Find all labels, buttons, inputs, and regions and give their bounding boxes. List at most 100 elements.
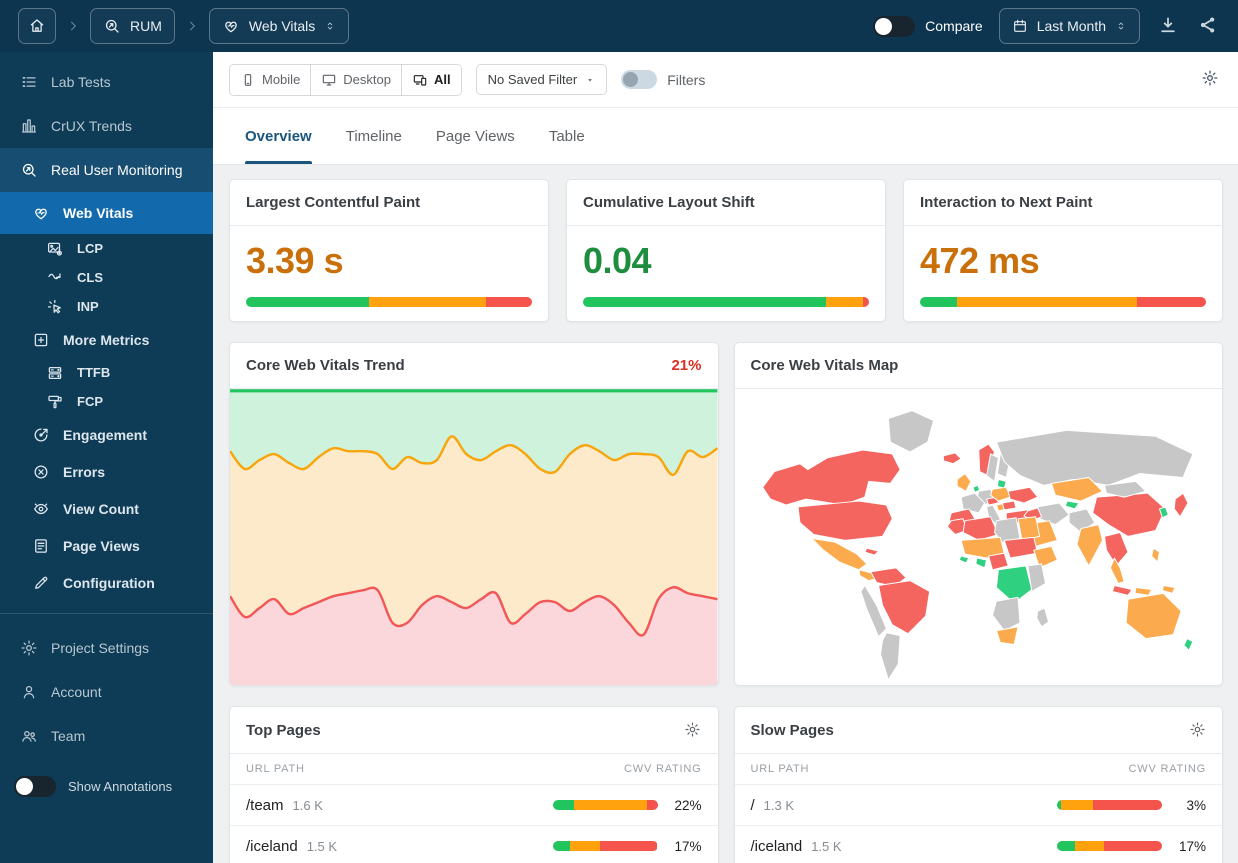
device-filter-all[interactable]: All [402, 64, 461, 95]
saved-filter-dropdown[interactable]: No Saved Filter [475, 64, 608, 95]
map-region-ukraine[interactable] [1007, 486, 1038, 504]
sidebar-item-errors[interactable]: Errors [0, 453, 213, 490]
map-region-nigeria[interactable] [987, 552, 1009, 571]
sidebar-item-web-vitals[interactable]: Web Vitals [0, 192, 213, 234]
sidebar-item-lcp[interactable]: LCP [0, 234, 213, 263]
map-region-sweden[interactable] [985, 453, 999, 482]
map-region-chad-sudan[interactable] [1003, 536, 1038, 559]
map-region-france[interactable] [960, 492, 985, 514]
map-region-greenland[interactable] [887, 410, 934, 453]
map-region-senegal[interactable] [958, 555, 969, 564]
map-region-argentina[interactable] [879, 632, 901, 681]
column-url-path: URL PATH [246, 763, 305, 775]
cwv-distribution-bar [583, 297, 869, 307]
top-pages-settings-button[interactable] [684, 721, 702, 739]
date-range-button[interactable]: Last Month [998, 8, 1140, 44]
map-region-indonesia-west[interactable] [1111, 585, 1132, 596]
map-region-philippines[interactable] [1150, 547, 1160, 563]
chevron-right-icon [185, 19, 199, 33]
map-region-australia[interactable] [1125, 592, 1182, 640]
table-title: Top Pages [246, 721, 321, 739]
map-region-romania[interactable] [1001, 500, 1017, 511]
home-button[interactable] [18, 8, 56, 44]
map-region-thailand-malaysia[interactable] [1109, 557, 1125, 585]
sidebar-item-inp[interactable]: INP [0, 292, 213, 321]
map-region-angola-namibia[interactable] [991, 596, 1020, 632]
map-region-japan[interactable] [1173, 492, 1188, 518]
map-region-baltics[interactable] [996, 478, 1007, 489]
sidebar-item-project-settings[interactable]: Project Settings [0, 626, 213, 670]
dashboard-settings-button[interactable] [1198, 68, 1222, 92]
map-region-south-korea[interactable] [1158, 506, 1169, 519]
map-region-uzbekistan[interactable] [1064, 500, 1079, 510]
sidebar-item-label: Project Settings [51, 640, 150, 656]
tab-table[interactable]: Table [548, 127, 585, 145]
table-row[interactable]: /iceland 1.5 K 17% [230, 826, 718, 863]
sidebar-item-more-metrics[interactable]: More Metrics [0, 321, 213, 358]
map-region-kazakhstan[interactable] [1050, 476, 1103, 502]
filters-toggle[interactable]: Filters [621, 70, 705, 89]
sidebar-item-account[interactable]: Account [0, 670, 213, 714]
table-row[interactable]: / 1.3 K 3% [734, 785, 1222, 826]
map-region-uk[interactable] [956, 473, 971, 492]
map-region-indonesia-east[interactable] [1133, 587, 1152, 596]
page-view-count: 1.3 K [763, 797, 795, 813]
map-region-horn-of-africa[interactable] [1032, 545, 1058, 569]
tab-overview[interactable]: Overview [245, 108, 312, 164]
share-button[interactable] [1196, 14, 1220, 38]
map-region-south-africa[interactable] [995, 626, 1019, 645]
map-region-morocco[interactable] [946, 518, 967, 535]
sidebar-item-team[interactable]: Team [0, 714, 213, 758]
sidebar-item-configuration[interactable]: Configuration [0, 564, 213, 601]
map-region-russia[interactable] [995, 429, 1193, 486]
device-filter-mobile[interactable]: Mobile [230, 64, 312, 95]
map-region-myanmar-vietnam[interactable] [1103, 531, 1129, 567]
sidebar-item-crux-trends[interactable]: CrUX Trends [0, 104, 213, 148]
map-region-usa[interactable] [797, 500, 893, 541]
sidebar-item-real-user-monitoring[interactable]: Real User Monitoring [0, 148, 213, 192]
slow-pages-settings-button[interactable] [1188, 721, 1206, 739]
map-region-canada[interactable] [761, 449, 901, 506]
map-region-east-africa[interactable] [1026, 563, 1046, 592]
show-annotations-toggle[interactable]: Show Annotations [0, 776, 213, 797]
map-region-iceland[interactable] [942, 452, 962, 465]
map-region-mexico[interactable] [810, 537, 867, 571]
sidebar-item-lab-tests[interactable]: Lab Tests [0, 60, 213, 104]
map-region-madagascar[interactable] [1035, 607, 1049, 628]
map-region-peru[interactable] [859, 585, 887, 638]
sidebar-item-ttfb[interactable]: TTFB [0, 358, 213, 387]
download-button[interactable] [1156, 14, 1180, 38]
map-region-central-africa[interactable] [995, 565, 1032, 604]
phone-icon [240, 72, 256, 88]
map-region-central-america[interactable] [857, 569, 877, 582]
map-region-egypt[interactable] [1017, 516, 1040, 541]
table-row[interactable]: /iceland 1.5 K 17% [735, 826, 1223, 863]
sidebar-item-view-count[interactable]: View Count [0, 490, 213, 527]
sidebar-item-cls[interactable]: CLS [0, 263, 213, 292]
map-region-new-zealand[interactable] [1183, 638, 1193, 651]
map-region-poland[interactable] [989, 486, 1011, 502]
cls-metric-card: Cumulative Layout Shift 0.04 [566, 179, 886, 322]
device-filter-desktop[interactable]: Desktop [311, 64, 402, 95]
device-filter-segmented: Mobile Desktop All [229, 63, 462, 96]
tab-page-views[interactable]: Page Views [435, 127, 515, 145]
table-row[interactable]: /team 1.6 K 22% [230, 785, 718, 826]
breadcrumb-web-vitals-button[interactable]: Web Vitals [208, 8, 350, 44]
sidebar-item-fcp[interactable]: FCP [0, 387, 213, 416]
compare-toggle[interactable]: Compare [873, 15, 983, 37]
map-region-mongolia[interactable] [1103, 480, 1146, 498]
sidebar-item-engagement[interactable]: Engagement [0, 416, 213, 453]
map-region-papua-new-guinea[interactable] [1161, 585, 1176, 594]
tab-timeline[interactable]: Timeline [345, 127, 402, 145]
map-region-china[interactable] [1091, 492, 1166, 537]
map-region-algeria[interactable] [962, 516, 999, 541]
breadcrumb-rum-button[interactable]: RUM [90, 8, 175, 44]
map-region-netherlands[interactable] [971, 484, 980, 493]
map-region-cuba[interactable] [863, 547, 879, 556]
map-region-india[interactable] [1075, 524, 1103, 567]
sidebar-item-page-views[interactable]: Page Views [0, 527, 213, 564]
map-region-brazil[interactable] [877, 580, 930, 635]
heart-pulse-icon [222, 17, 240, 35]
map-region-ghana[interactable] [974, 557, 987, 569]
sidebar-item-label: LCP [77, 241, 103, 256]
